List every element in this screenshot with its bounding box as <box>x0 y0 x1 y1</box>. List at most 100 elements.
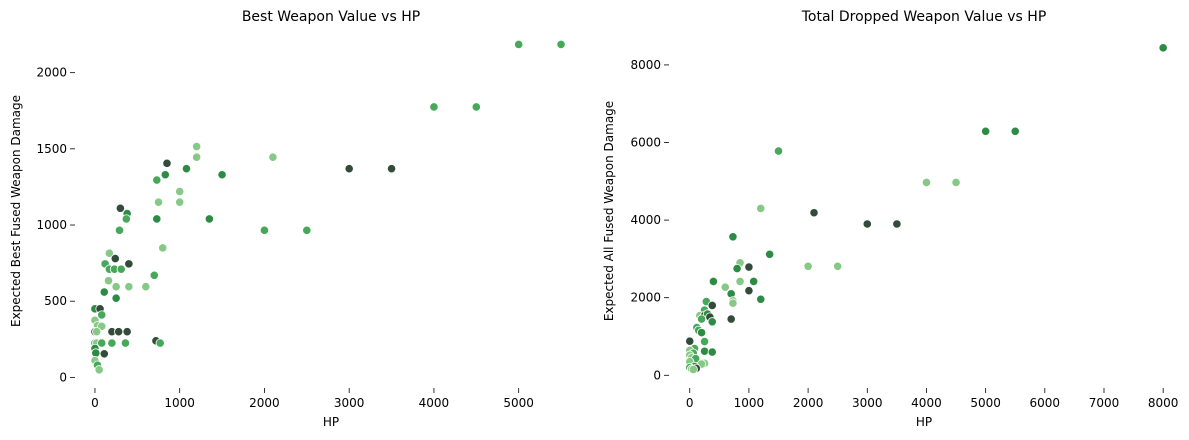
x-tick-label: 5000 <box>503 396 534 410</box>
scatter-point <box>708 276 719 287</box>
scatter-point <box>728 298 738 308</box>
scatter-point <box>115 203 125 213</box>
scatter-point <box>688 364 698 375</box>
scatter-point <box>386 164 397 174</box>
scatter-point <box>809 208 819 218</box>
scatter-point <box>111 293 121 303</box>
scatter-point <box>981 126 991 136</box>
scatter-point <box>114 225 125 235</box>
scatter-point <box>124 282 134 292</box>
scatter-point <box>120 338 131 348</box>
scatter-point <box>175 186 185 197</box>
x-tick-label: 8000 <box>1148 396 1179 410</box>
scatter-point <box>429 102 439 112</box>
scatter-point <box>107 338 117 348</box>
scatter-point <box>699 336 710 347</box>
y-tick-label: 2000 <box>630 291 661 305</box>
scatter-point <box>1158 43 1168 53</box>
scatter-point <box>696 314 707 324</box>
chart-best-weapon-value: Best Weapon Value vs HP HP Expected Best… <box>9 9 566 429</box>
y-tick-label: 1000 <box>36 218 67 232</box>
scatter-point <box>268 152 278 162</box>
chart-total-dropped-weapon-value: Total Dropped Weapon Value vs HP HP Expe… <box>602 9 1178 429</box>
chart-title: Best Weapon Value vs HP <box>242 9 420 25</box>
chart-title: Total Dropped Weapon Value vs HP <box>801 9 1047 25</box>
scatter-point <box>116 264 126 274</box>
scatter-point <box>707 300 717 311</box>
scatter-point <box>111 282 121 292</box>
scatter-point <box>152 175 162 185</box>
scatter-point <box>728 232 738 242</box>
scatter-point <box>344 164 354 174</box>
scatter-points <box>685 43 1168 375</box>
scatter-point <box>152 214 162 224</box>
scatter-point <box>192 152 202 162</box>
x-tick-label: 3000 <box>852 396 883 410</box>
y-tick-label: 8000 <box>630 58 661 72</box>
scatter-point <box>121 214 131 224</box>
axis-ticks: 0 1000 2000 3000 4000 5000 6000 7000 8000 0 2000 40… <box>630 58 1178 410</box>
scatter-point <box>514 39 524 50</box>
scatter-point <box>1010 126 1020 136</box>
scatter-point <box>302 225 312 235</box>
x-tick-label: 7000 <box>1089 396 1120 410</box>
y-tick-label: 1500 <box>36 142 67 156</box>
scatter-point <box>91 348 101 358</box>
scatter-points <box>90 39 566 375</box>
scatter-point <box>951 177 961 188</box>
scatter-point <box>707 347 717 357</box>
scatter-point <box>921 177 932 188</box>
scatter-point <box>696 328 707 338</box>
scatter-point <box>160 170 170 180</box>
scatter-point <box>259 225 270 235</box>
x-axis-label: HP <box>323 415 339 429</box>
scatter-point <box>833 261 843 271</box>
x-tick-label: 3000 <box>334 396 365 410</box>
scatter-point <box>732 264 742 274</box>
scatter-point <box>892 219 902 229</box>
scatter-point <box>103 276 114 286</box>
scatter-point <box>862 219 872 229</box>
scatter-point <box>204 214 214 224</box>
scatter-point <box>720 282 730 292</box>
scatter-point <box>749 276 759 287</box>
scatter-point <box>471 102 481 112</box>
axis-ticks: 0 1000 2000 3000 4000 5000 0 500 1000 1500 2000 <box>36 66 533 410</box>
scatter-point <box>556 39 566 50</box>
scatter-point <box>735 276 745 287</box>
scatter-point <box>158 243 168 253</box>
scatter-point <box>122 327 132 337</box>
x-tick-label: 1000 <box>164 396 195 410</box>
scatter-point <box>124 259 134 269</box>
x-tick-label: 6000 <box>1030 396 1061 410</box>
scatter-point <box>707 317 717 327</box>
x-tick-label: 2000 <box>249 396 280 410</box>
scatter-point <box>756 203 766 214</box>
x-tick-label: 2000 <box>793 396 824 410</box>
scatter-point <box>149 270 159 280</box>
scatter-point <box>744 286 754 296</box>
scatter-point <box>94 365 104 375</box>
scatter-point <box>217 170 227 180</box>
y-tick-label: 4000 <box>630 213 661 227</box>
scatter-point <box>765 249 775 259</box>
x-axis-label: HP <box>916 415 932 429</box>
scatter-point <box>153 197 164 207</box>
x-tick-label: 0 <box>686 396 694 410</box>
y-tick-label: 0 <box>653 368 661 382</box>
scatter-point <box>97 310 107 320</box>
x-tick-label: 4000 <box>911 396 942 410</box>
y-tick-label: 500 <box>44 294 67 308</box>
scatter-point <box>104 248 114 258</box>
scatter-point <box>181 164 192 174</box>
scatter-point <box>92 327 102 337</box>
x-tick-label: 0 <box>91 396 99 410</box>
scatter-point <box>744 262 754 272</box>
x-tick-label: 1000 <box>734 396 765 410</box>
scatter-point <box>97 338 107 348</box>
scatter-point <box>155 338 165 348</box>
y-tick-label: 2000 <box>36 66 67 80</box>
scatter-point <box>114 327 124 337</box>
y-tick-label: 0 <box>59 370 67 384</box>
